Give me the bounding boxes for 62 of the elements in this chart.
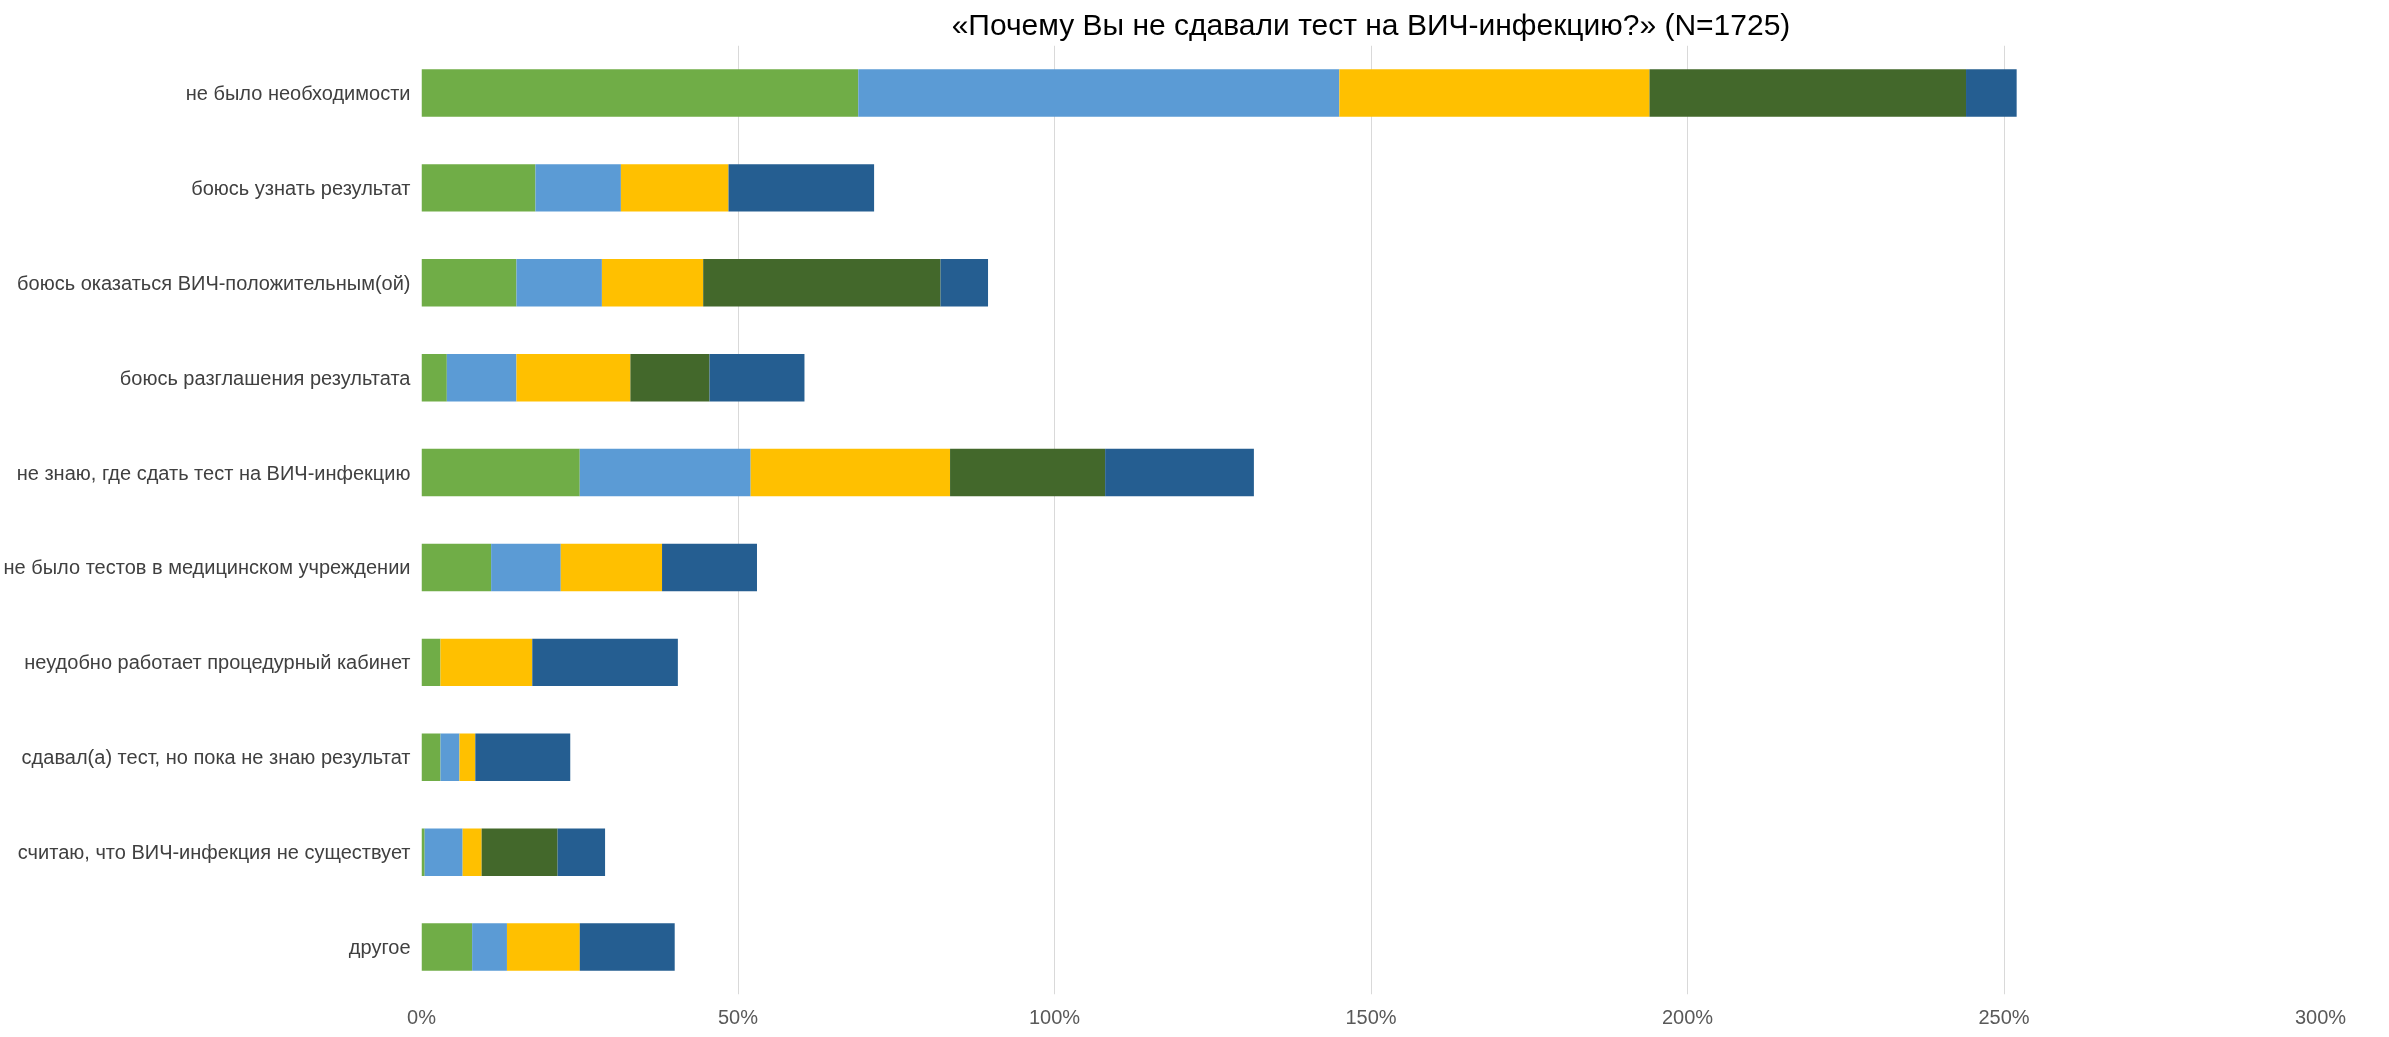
bar (703, 259, 941, 307)
bar (620, 164, 729, 212)
bar (940, 259, 989, 307)
x-tick-label: 50% (717, 1005, 759, 1028)
bar (421, 353, 447, 402)
bar (630, 353, 710, 402)
y-tick-label: другое (348, 936, 411, 959)
bar (462, 828, 482, 876)
bar (421, 828, 425, 876)
bar (421, 543, 492, 592)
bar (421, 69, 859, 117)
y-tick-label: считаю, что ВИЧ-инфекция не существует (17, 841, 411, 864)
y-tick-label: сдавал(а) тест, но пока не знаю результат (21, 746, 411, 769)
bar (446, 353, 517, 402)
bar (1339, 69, 1650, 117)
y-tick-label: неудобно работает процедурный кабинет (24, 651, 411, 674)
y-tick-label: боюсь оказаться ВИЧ-положительным(ой) (17, 271, 411, 294)
bar (535, 164, 621, 212)
bar (858, 69, 1340, 117)
y-tick-label: не было тестов в медицинском учреждении (3, 556, 411, 579)
bar (950, 448, 1106, 497)
bar (1966, 69, 2017, 117)
bar (709, 353, 805, 402)
bar (421, 733, 441, 781)
bar (421, 259, 517, 307)
bar (1105, 448, 1254, 497)
bar (728, 164, 875, 212)
bar (516, 353, 631, 402)
bar (475, 733, 571, 781)
bar (601, 259, 704, 307)
x-tick-label: 0% (407, 1005, 437, 1028)
bar (662, 543, 757, 592)
bar (579, 923, 675, 971)
x-tick-label: 200% (1661, 1005, 1714, 1028)
bar (440, 638, 533, 687)
bar (1649, 69, 1967, 117)
bar (440, 733, 460, 781)
y-tick-label: боюсь разглашения результата (119, 366, 412, 389)
bar (421, 923, 473, 971)
bar (481, 828, 558, 876)
x-tick-label: 250% (1978, 1005, 2030, 1028)
bar (459, 733, 476, 781)
y-tick-label: не было необходимости (185, 81, 411, 104)
chart-title: «Почему Вы не сдавали тест на ВИЧ-инфекцию?» (N=1725) (951, 7, 1791, 41)
bar (516, 259, 602, 307)
bar (421, 638, 441, 687)
y-tick-label: не знаю, где сдать тест на ВИЧ-инфекцию (16, 461, 411, 484)
y-tick-label: боюсь узнать результат (191, 176, 411, 199)
bar (421, 448, 580, 497)
x-tick-label: 300% (2294, 1005, 2347, 1028)
bar (506, 923, 580, 971)
bar (421, 164, 536, 212)
bar (579, 448, 751, 497)
bar (750, 448, 951, 497)
x-tick-label: 150% (1345, 1005, 1397, 1028)
bar (424, 828, 463, 876)
bar (532, 638, 678, 687)
bar (560, 543, 663, 592)
x-tick-label: 100% (1028, 1005, 1081, 1028)
bar (491, 543, 561, 592)
bar (557, 828, 606, 876)
bar (472, 923, 507, 971)
